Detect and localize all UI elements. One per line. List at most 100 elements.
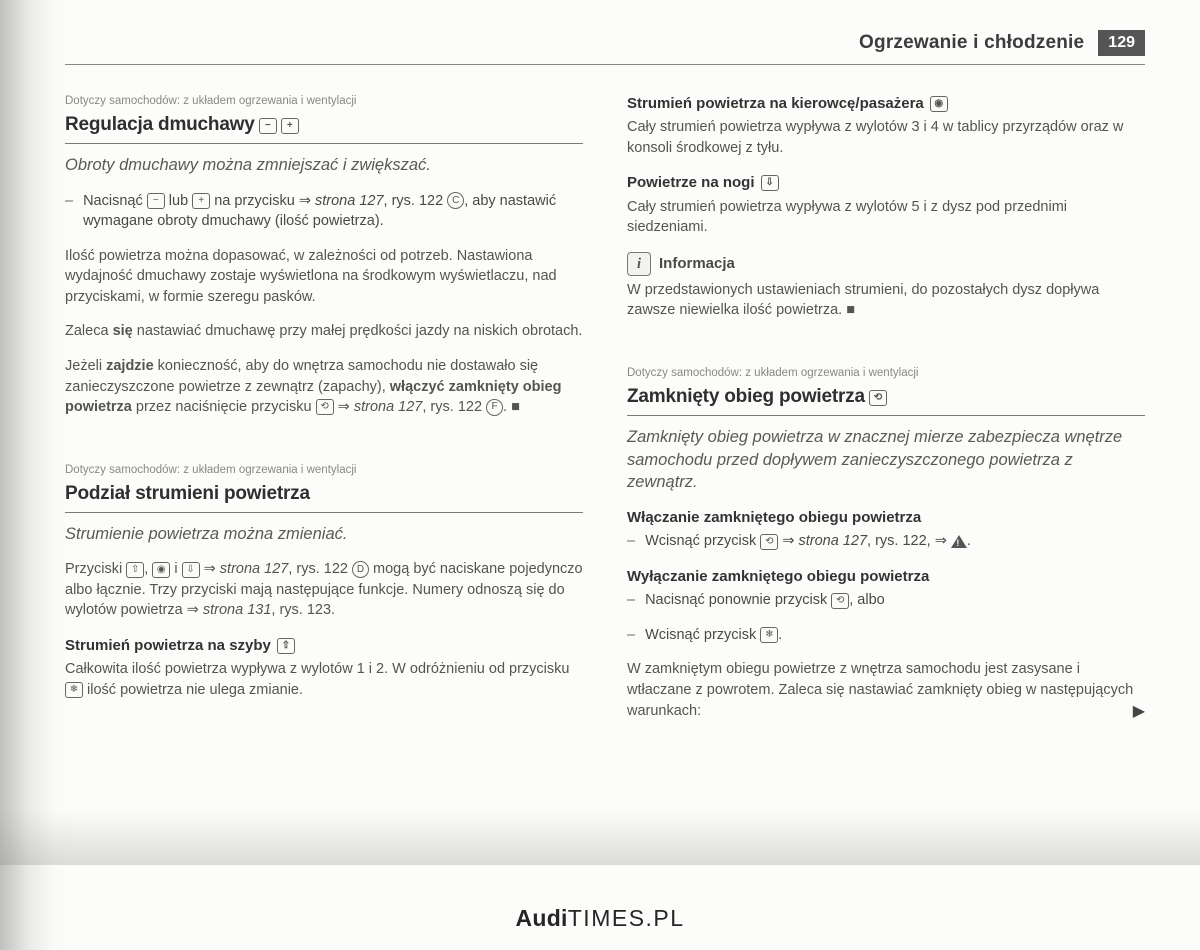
letter-f-icon: F [486,399,503,416]
bullet-item: – Nacisnąć − lub + na przycisku ⇒ strona… [65,191,583,232]
recirc-icon: ⟲ [869,390,887,406]
bullet-text: Nacisnąć ponownie przycisk ⟲, albo [645,590,1145,611]
heading-text: Regulacja dmuchawy [65,112,255,139]
letter-d-icon: D [352,561,369,578]
bullet-text: Nacisnąć − lub + na przycisku ⇒ strona 1… [83,191,583,232]
t: zajdzie [106,358,154,374]
t: Zaleca [65,323,113,339]
subheading: Powietrze na nogi ⇩ [627,172,1145,193]
t: się [113,323,133,339]
t: ⇒ [200,561,220,577]
header-title: Ogrzewanie i chłodzenie [859,32,1084,54]
page-ref: strona 127 [220,561,289,577]
recirc-icon: ⟲ [831,593,849,609]
dash-icon: – [627,531,635,552]
t: Całkowita ilość powietrza wypływa z wylo… [65,661,569,677]
dash-icon: – [627,590,635,611]
section-lead: Zamknięty obieg powietrza w znacznej mie… [627,426,1145,493]
t: , rys. 123. [271,602,335,618]
header-rule [65,64,1145,65]
t: Wcisnąć przycisk [645,533,760,549]
t: na przycisku ⇒ [210,193,315,209]
t: Strumień powietrza na szyby [65,635,271,656]
paragraph: Ilość powietrza można dopasować, w zależ… [65,246,583,308]
meta-line: Dotyczy samochodów: z układem ogrzewania… [65,462,583,478]
paragraph: Jeżeli zajdzie konieczność, aby do wnętr… [65,356,583,418]
section-heading: Podział strumieni powietrza [65,481,583,513]
continue-arrow-icon: ▶ [1133,701,1145,724]
t: i [170,561,181,577]
scan-shadow-bottom [0,810,1200,865]
t: , albo [849,592,884,608]
airflow-up-icon: ⇧ [277,638,295,654]
paragraph: W zamkniętym obiegu powietrze z wnętrza … [627,659,1145,721]
info-text: W przedstawionych ustawieniach strumieni… [627,280,1145,321]
t: ⇒ [778,533,798,549]
airflow-face-icon: ◉ [152,562,170,578]
recirc-icon: ⟲ [316,399,334,415]
paragraph: Zaleca się nastawiać dmuchawę przy małej… [65,321,583,342]
plus-icon: + [281,118,299,134]
subheading: Włączanie zamkniętego obiegu powietrza [627,507,1145,528]
t: , rys. 122 [422,399,486,415]
airflow-down-icon: ⇩ [761,175,779,191]
t: . [778,627,782,643]
minus-icon: − [259,118,277,134]
column-left: Dotyczy samochodów: z układem ogrzewania… [65,93,583,735]
t: Powietrze na nogi [627,172,755,193]
watermark: AudiTIMES.PL [0,905,1200,932]
bullet-item: – Nacisnąć ponownie przycisk ⟲, albo [627,590,1145,611]
section-lead: Strumienie powietrza można zmieniać. [65,523,583,545]
column-right: Strumień powietrza na kierowcę/pasażera … [627,93,1145,735]
paragraph: Przyciski ⇧, ◉ i ⇩ ⇒ strona 127, rys. 12… [65,559,583,621]
info-heading: i Informacja [627,252,1145,276]
section-lead: Obroty dmuchawy można zmniejszać i zwięk… [65,154,583,176]
recirc-icon: ⟲ [760,534,778,550]
letter-c-icon: C [447,192,464,209]
heading-text: Podział strumieni powietrza [65,481,310,508]
bullet-text: Wcisnąć przycisk ⟲ ⇒ strona 127, rys. 12… [645,531,1145,552]
t: lub [165,193,192,209]
dash-icon: – [65,191,73,232]
page-number-badge: 129 [1098,30,1145,56]
t: Wcisnąć przycisk [645,627,760,643]
section-heading: Zamknięty obieg powietrza ⟲ [627,384,1145,416]
defrost-icon: ❄ [65,682,83,698]
airflow-face-icon: ◉ [930,96,948,112]
t: ilość powietrza nie ulega zmianie. [83,682,303,698]
page-ref: strona 131 [203,602,272,618]
warning-icon [951,535,967,548]
info-icon: i [627,252,651,276]
page: Ogrzewanie i chłodzenie 129 Dotyczy samo… [0,0,1200,950]
minus-icon: − [147,193,165,209]
airflow-down-icon: ⇩ [182,562,200,578]
heading-text: Zamknięty obieg powietrza [627,384,865,411]
subheading: Strumień powietrza na kierowcę/pasażera … [627,93,1145,114]
page-header: Ogrzewanie i chłodzenie 129 [65,30,1145,56]
paragraph: Cały strumień powietrza wypływa z wylotó… [627,197,1145,238]
t: , rys. 122 [288,561,352,577]
bullet-item: – Wcisnąć przycisk ❄. [627,625,1145,646]
paragraph: Cały strumień powietrza wypływa z wylotó… [627,117,1145,158]
page-ref: strona 127 [799,533,868,549]
page-ref: strona 127 [315,193,384,209]
t: Przyciski [65,561,126,577]
t: W zamkniętym obiegu powietrze z wnętrza … [627,661,1133,718]
gap [627,335,1145,365]
t: Jeżeli [65,358,106,374]
t: Nacisnąć ponownie przycisk [645,592,831,608]
meta-line: Dotyczy samochodów: z układem ogrzewania… [627,365,1145,381]
columns: Dotyczy samochodów: z układem ogrzewania… [65,93,1145,735]
watermark-rest: TIMES.PL [568,905,685,931]
defrost-icon: ❄ [760,627,778,643]
bullet-text: Wcisnąć przycisk ❄. [645,625,1145,646]
t: włączyć [390,379,445,395]
t: , rys. 122, ⇒ [867,533,951,549]
t: . ■ [503,399,520,415]
watermark-brand: Audi [515,905,567,931]
t: nastawiać dmuchawę przy małej prędkości … [133,323,583,339]
t: ⇒ [334,399,354,415]
gap [65,432,583,462]
subheading: Wyłączanie zamkniętego obiegu powietrza [627,566,1145,587]
paragraph: Całkowita ilość powietrza wypływa z wylo… [65,659,583,700]
